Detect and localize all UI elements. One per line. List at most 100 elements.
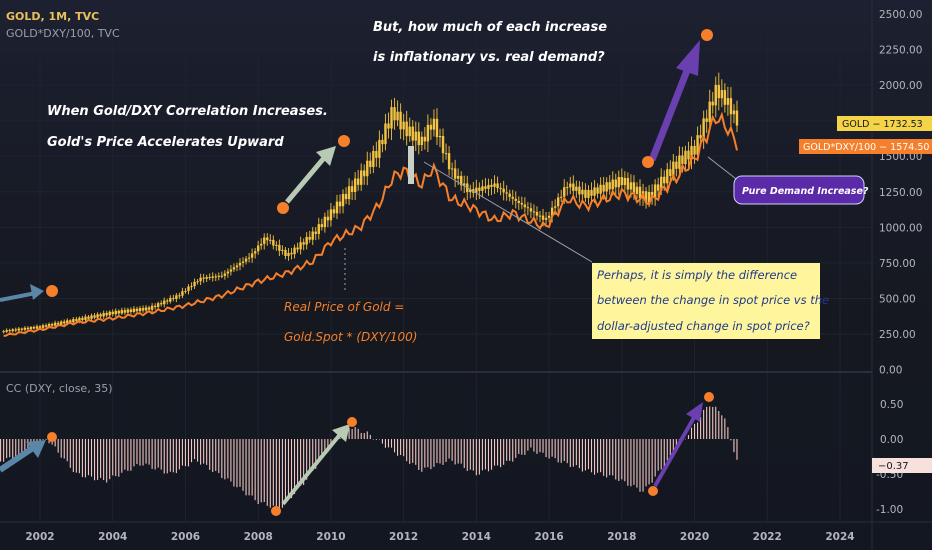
gold-candle — [653, 184, 657, 198]
gold-candle — [408, 126, 411, 137]
gold-candle — [669, 169, 672, 177]
gold-candle — [350, 186, 354, 192]
gold-candle — [344, 193, 348, 200]
gold-candle — [353, 178, 357, 192]
gold-candle — [108, 311, 111, 316]
price-tick-label: 2000.00 — [879, 80, 922, 92]
gold-candle — [160, 303, 163, 305]
gold-badge-text: GOLD − 1732.53 — [842, 119, 923, 130]
gold-candle — [138, 308, 142, 312]
symbol-title: GOLD, 1M, TVC — [6, 10, 99, 23]
cc-badge-text: −0.37 — [878, 461, 909, 472]
gold-candle — [87, 316, 90, 319]
gold-candle — [390, 107, 393, 129]
gold-candle — [235, 265, 239, 268]
gold-candle — [532, 211, 536, 213]
time-tick-label: 2010 — [316, 531, 345, 543]
marker-dot — [277, 202, 289, 214]
gold-candle — [202, 277, 205, 279]
gold-candle — [338, 201, 342, 207]
gold-candle — [147, 307, 151, 310]
gold-candle — [717, 84, 720, 99]
gold-candle — [302, 242, 305, 245]
gold-candle — [90, 315, 93, 319]
gold-candle — [38, 326, 42, 328]
gold-candle — [508, 193, 511, 197]
gold-candle — [623, 177, 627, 186]
gold-candle — [69, 320, 72, 323]
gold-candle — [493, 183, 496, 187]
gold-candle — [444, 153, 448, 155]
gold-candle — [414, 131, 417, 141]
gold-candle — [593, 187, 596, 196]
gold-candle — [478, 187, 481, 191]
gold-candle — [141, 308, 145, 311]
gold-candle — [47, 324, 51, 327]
gold-candle — [229, 269, 233, 272]
time-tick-label: 2008 — [244, 531, 273, 543]
gold-candle — [287, 252, 290, 257]
gold-candle — [44, 325, 48, 327]
gold-candle — [314, 231, 317, 234]
gold-candle — [187, 286, 190, 291]
gold-candle — [205, 277, 208, 279]
gold-candle — [26, 327, 30, 330]
gold-candle — [120, 310, 124, 314]
gold-candle — [272, 239, 275, 246]
gold-candle — [526, 207, 530, 209]
arrow-green-lower — [281, 424, 350, 506]
gold-candle — [360, 170, 363, 185]
gold-candle — [647, 192, 651, 203]
gold-candle — [150, 305, 154, 310]
gold-candle — [335, 201, 339, 214]
gold-candle — [132, 308, 136, 312]
gold-candle — [356, 178, 360, 185]
gold-candle — [8, 330, 11, 332]
cc-axis: 0.500.00-0.50-1.00 — [876, 399, 903, 516]
gold-candle — [460, 175, 463, 186]
gold-price-badge: GOLD − 1732.53 — [837, 116, 932, 131]
price-tick-label: 1000.00 — [879, 222, 922, 234]
gold-candle — [402, 121, 405, 130]
indicator-title: CC (DXY, close, 35) — [6, 382, 112, 395]
gold-candle — [278, 244, 281, 251]
gold-candle — [60, 321, 63, 325]
gold-candle — [729, 98, 733, 115]
price-tick-label: 500.00 — [879, 293, 916, 305]
gold-candle — [602, 184, 605, 192]
gold-candle — [172, 297, 175, 299]
gold-candle — [35, 326, 39, 329]
gold-candle — [535, 211, 539, 216]
gold-candle — [14, 329, 17, 331]
gold-candle — [566, 187, 569, 189]
gold-candle — [572, 183, 575, 191]
gold-candle — [590, 190, 593, 196]
gold-candle — [5, 330, 8, 332]
symbol-subtitle: GOLD*DXY/100, TVC — [6, 27, 120, 40]
gold-candle — [266, 237, 269, 241]
gold-candle — [372, 150, 375, 168]
price-tick-label: 1250.00 — [879, 187, 922, 199]
gold-candle — [329, 209, 333, 221]
gold-candle — [156, 303, 160, 307]
gold-candle — [193, 281, 196, 287]
price-tick-label: 250.00 — [879, 329, 916, 341]
gold-candle — [520, 202, 524, 205]
gold-candle — [632, 182, 636, 194]
arrow-purple-upper — [648, 40, 700, 162]
gold-candle — [463, 183, 466, 186]
gold-candle — [635, 186, 639, 194]
gold-candle — [714, 84, 717, 106]
arrow-green-upper — [285, 146, 336, 204]
gold-candle — [517, 200, 520, 203]
gold-candle — [599, 184, 602, 194]
marker-dot — [46, 285, 58, 297]
gold-candle — [250, 253, 254, 258]
gold-candle — [690, 145, 693, 160]
gold-candle — [96, 314, 99, 318]
gold-candle — [332, 209, 336, 214]
adjusted-price-badge: GOLD*DXY/100 − 1574.50 — [799, 139, 932, 154]
gold-candle — [656, 184, 660, 191]
gold-candle — [556, 197, 560, 207]
gold-candle — [696, 135, 699, 155]
